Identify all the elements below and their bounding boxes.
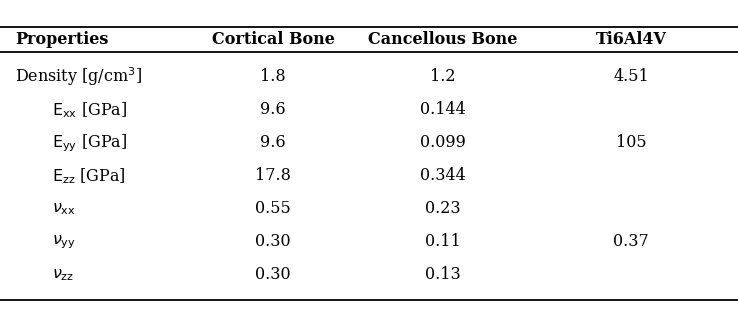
- Text: $\nu_{\mathrm{xx}}$: $\nu_{\mathrm{xx}}$: [52, 200, 75, 217]
- Text: 17.8: 17.8: [255, 167, 291, 184]
- Text: 0.37: 0.37: [613, 233, 649, 250]
- Text: 4.51: 4.51: [613, 68, 649, 85]
- Text: 105: 105: [615, 134, 646, 151]
- Text: 0.099: 0.099: [420, 134, 466, 151]
- Text: 9.6: 9.6: [261, 101, 286, 118]
- Text: Cortical Bone: Cortical Bone: [212, 31, 334, 48]
- Text: Cancellous Bone: Cancellous Bone: [368, 31, 517, 48]
- Text: 0.55: 0.55: [255, 200, 291, 217]
- Text: 0.13: 0.13: [425, 266, 461, 283]
- Text: Density [g/cm$^3$]: Density [g/cm$^3$]: [15, 66, 142, 88]
- Text: Ti6Al4V: Ti6Al4V: [596, 31, 666, 48]
- Text: 0.30: 0.30: [255, 233, 291, 250]
- Text: 9.6: 9.6: [261, 134, 286, 151]
- Text: 0.144: 0.144: [420, 101, 466, 118]
- Text: Properties: Properties: [15, 31, 108, 48]
- Text: 1.8: 1.8: [261, 68, 286, 85]
- Text: $\nu_{\mathrm{yy}}$: $\nu_{\mathrm{yy}}$: [52, 233, 75, 251]
- Text: $\mathrm{E}_{\mathrm{yy}}$ [GPa]: $\mathrm{E}_{\mathrm{yy}}$ [GPa]: [52, 132, 127, 154]
- Text: $\nu_{\mathrm{zz}}$: $\nu_{\mathrm{zz}}$: [52, 266, 74, 283]
- Text: 1.2: 1.2: [430, 68, 455, 85]
- Text: 0.30: 0.30: [255, 266, 291, 283]
- Text: $\mathrm{E}_{\mathrm{zz}}$ [GPa]: $\mathrm{E}_{\mathrm{zz}}$ [GPa]: [52, 166, 125, 186]
- Text: 0.344: 0.344: [420, 167, 466, 184]
- Text: 0.11: 0.11: [425, 233, 461, 250]
- Text: $\mathrm{E}_{\mathrm{xx}}$ [GPa]: $\mathrm{E}_{\mathrm{xx}}$ [GPa]: [52, 100, 127, 120]
- Text: 0.23: 0.23: [425, 200, 461, 217]
